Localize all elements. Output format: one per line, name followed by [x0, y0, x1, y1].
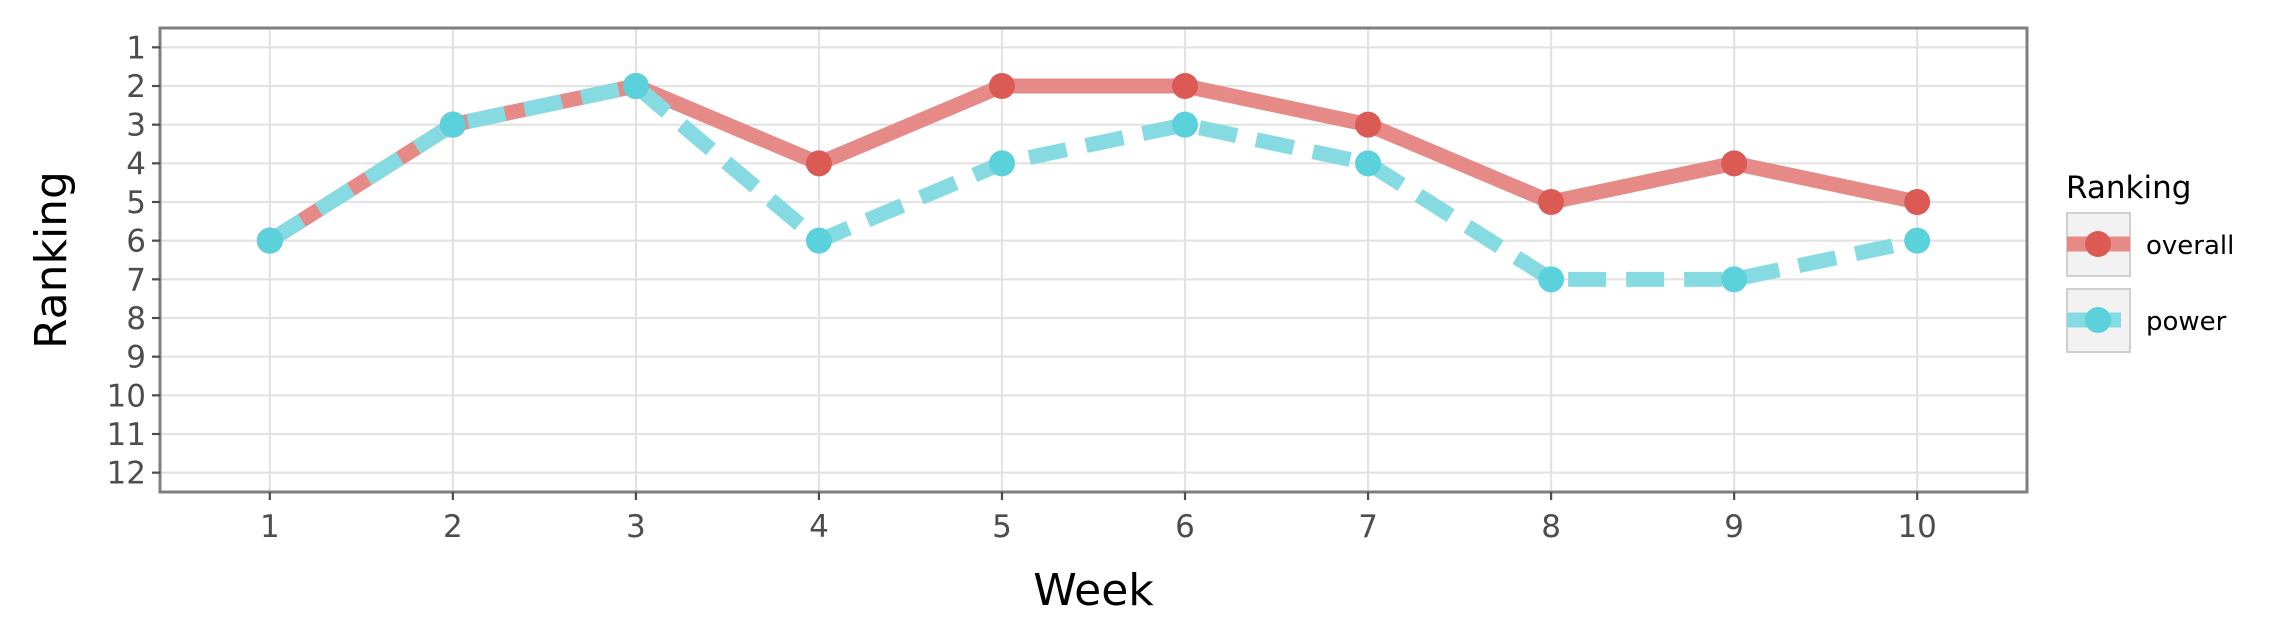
y-tick-label: 3	[126, 108, 146, 144]
y-tick-label: 8	[126, 301, 146, 337]
plot-panel-border	[158, 26, 2029, 494]
series-line-power	[265, 78, 1919, 287]
data-point-power	[1172, 111, 1199, 138]
legend-title: Ranking	[2066, 170, 2191, 206]
series-layer	[256, 73, 1931, 293]
x-tick-label: 10	[1897, 509, 1936, 545]
y-tick-label: 7	[126, 262, 146, 298]
data-point-power	[439, 111, 466, 138]
y-tick-label: 2	[126, 69, 146, 105]
y-tick-label: 10	[107, 378, 146, 414]
x-axis-title: Week	[1033, 565, 1154, 616]
x-tick-label: 2	[443, 509, 463, 545]
y-tick-label: 6	[126, 224, 146, 260]
data-point-power	[988, 150, 1015, 177]
data-point-power	[1904, 227, 1931, 254]
y-tick-label: 1	[126, 30, 146, 66]
data-point-power	[622, 73, 649, 99]
legend-label-power: power	[2146, 307, 2227, 337]
data-point-power	[1538, 266, 1565, 293]
x-tick-label: 7	[1358, 509, 1378, 545]
data-point-power	[805, 227, 832, 254]
x-tick-label: 3	[626, 509, 646, 545]
x-tick-label: 1	[260, 509, 280, 545]
data-point-power	[1355, 150, 1382, 177]
data-point-overall	[1538, 189, 1565, 215]
legend-point-power	[2085, 307, 2111, 333]
data-point-overall	[1721, 150, 1748, 177]
legend-point-overall	[2085, 231, 2111, 257]
data-point-overall	[1355, 111, 1382, 138]
data-point-power	[1721, 266, 1748, 293]
x-tick-label: 9	[1724, 509, 1744, 545]
data-point-overall	[1172, 73, 1199, 99]
y-axis-title: Ranking	[26, 171, 77, 349]
x-tick-label: 6	[1175, 509, 1195, 545]
y-tick-label: 5	[126, 185, 146, 221]
x-tick-label: 5	[992, 509, 1012, 545]
legend-label-overall: overall	[2146, 231, 2234, 261]
x-tick-label: 8	[1541, 509, 1561, 545]
y-tick-label: 11	[107, 417, 146, 453]
data-point-overall	[988, 73, 1015, 99]
y-tick-label: 9	[126, 340, 146, 376]
data-point-overall	[1904, 189, 1931, 215]
x-tick-label: 4	[809, 509, 829, 545]
data-point-overall	[805, 150, 832, 177]
y-tick-label: 12	[107, 456, 146, 492]
legend: Ranking overall power	[2066, 170, 2234, 353]
grid	[160, 28, 2027, 492]
y-tick-label: 4	[126, 146, 146, 182]
data-point-power	[256, 227, 283, 254]
